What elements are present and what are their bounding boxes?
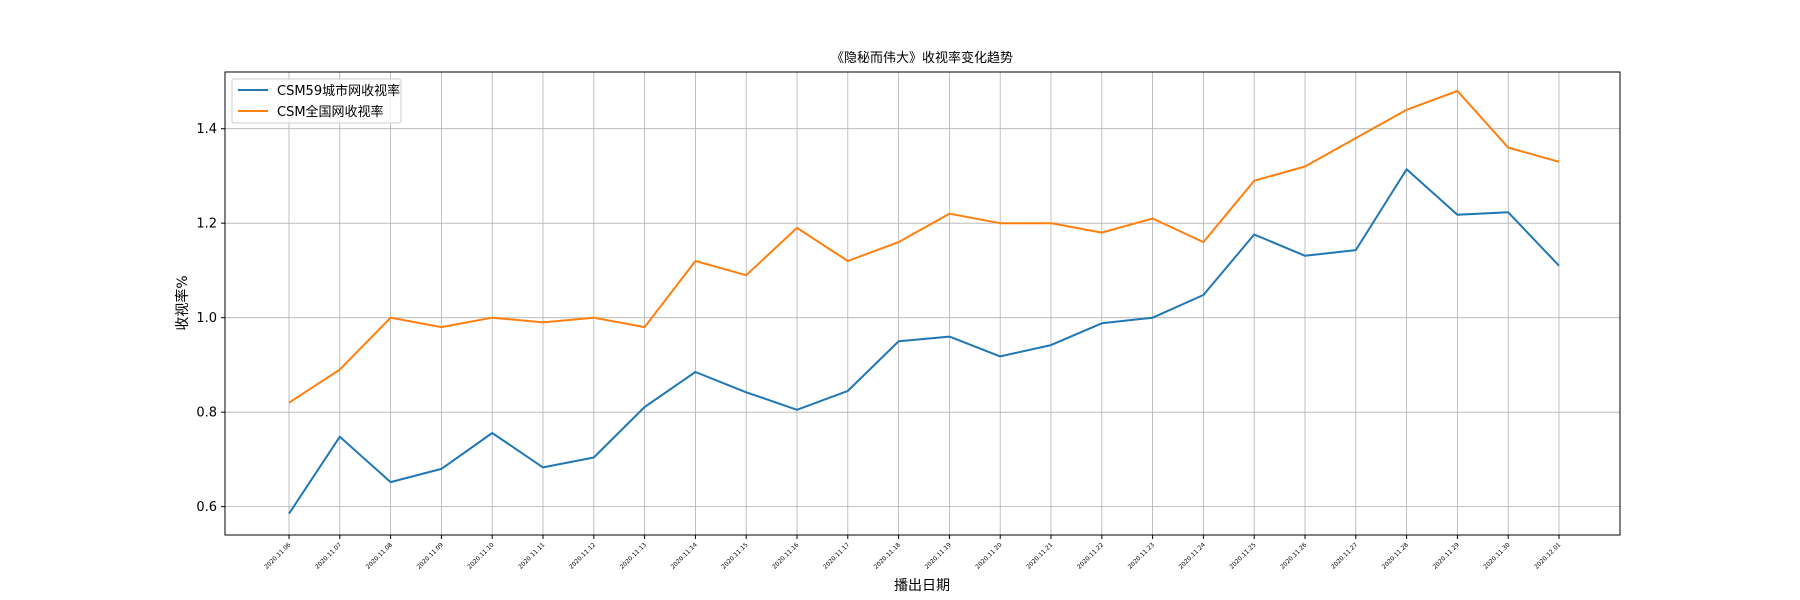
y-tick-label: 1.4 bbox=[196, 122, 217, 137]
legend-label-series-1: CSM全国网收视率 bbox=[277, 104, 384, 120]
legend-box bbox=[231, 78, 402, 124]
series-line-1 bbox=[288, 89, 1560, 404]
x-axis-label: 播出日期 bbox=[894, 578, 950, 594]
y-tick-label: 0.6 bbox=[196, 500, 217, 515]
grid-lines bbox=[225, 72, 1620, 535]
y-tick-label: 0.8 bbox=[196, 406, 217, 421]
chart-title: 《隐秘而伟大》收视率变化趋势 bbox=[831, 50, 1013, 66]
series-line-0 bbox=[288, 168, 1560, 515]
series-lines bbox=[288, 89, 1560, 515]
legend: CSM59城市网收视率 CSM全国网收视率 bbox=[231, 78, 402, 124]
y-axis-ticks: 0.6 0.8 1.0 1.2 1.4 bbox=[196, 122, 225, 515]
y-axis-label: 收视率% bbox=[174, 275, 191, 330]
y-tick-label: 1.0 bbox=[196, 311, 217, 326]
y-tick-label: 1.2 bbox=[196, 217, 217, 232]
legend-label-series-0: CSM59城市网收视率 bbox=[277, 83, 400, 99]
plot-frame bbox=[224, 71, 1621, 536]
